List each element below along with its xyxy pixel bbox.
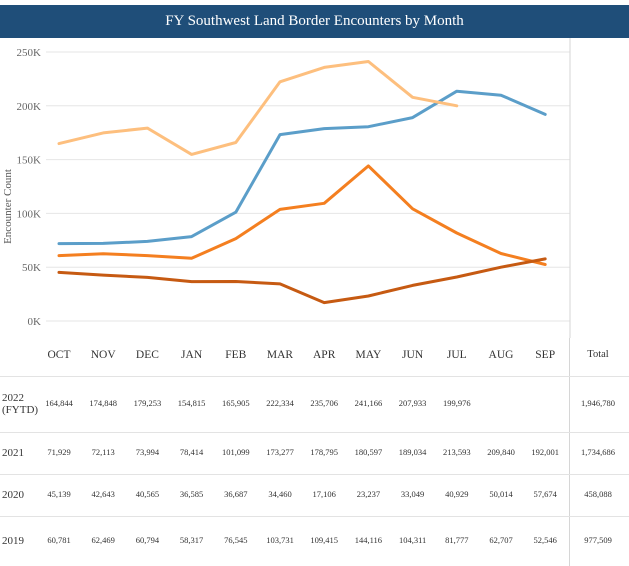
table-cell: 213,593	[442, 447, 471, 457]
row-label-year: 2021	[2, 447, 24, 459]
table-cell: 60,794	[135, 535, 160, 545]
chart-title: FY Southwest Land Border Encounters by M…	[0, 5, 629, 38]
row-divider	[0, 474, 629, 475]
month-header: APR	[313, 349, 336, 361]
table-cell: 42,643	[91, 489, 115, 499]
row-label-qualifier: (FYTD)	[2, 404, 39, 416]
table-cell: 40,929	[445, 489, 469, 499]
y-axis-title: Encounter Count	[2, 169, 14, 244]
table-cell: 81,777	[445, 535, 469, 545]
row-total: 458,088	[584, 489, 612, 499]
table-cell: 207,933	[398, 398, 427, 408]
month-header: AUG	[488, 349, 514, 361]
table-cell: 165,905	[221, 398, 250, 408]
table-cell: 235,706	[310, 398, 338, 408]
series-line-2022	[57, 60, 459, 156]
month-header: SEP	[535, 349, 556, 361]
table-cell: 222,334	[266, 398, 294, 408]
table-cell: 36,687	[224, 489, 248, 499]
table-cell: 101,099	[221, 447, 250, 457]
chart-plot: 0K 50K 100K 150K 200K 250K Encounter Count	[2, 38, 571, 338]
line-chart: 0K 50K 100K 150K 200K 250K Encounter Count	[0, 38, 629, 338]
row-total: 1,946,780	[581, 398, 615, 408]
row-divider	[0, 376, 629, 377]
table-cell: 180,597	[354, 447, 383, 457]
month-header: DEC	[135, 349, 159, 361]
month-header: MAR	[266, 349, 294, 361]
table-cell: 17,106	[312, 489, 336, 499]
table-cell: 179,253	[133, 398, 162, 408]
month-header: FEB	[225, 349, 247, 361]
row-label-year: 2022	[2, 392, 24, 404]
table-cell: 78,414	[179, 447, 204, 457]
data-table: OCT NOV DEC JAN FEB MAR APR MAY JUN JUL AUG SEP Tota…	[0, 338, 629, 566]
y-tick-label: 100K	[17, 208, 42, 220]
row-label-year: 2019	[2, 535, 24, 547]
table-cell: 36,585	[179, 489, 204, 499]
table-cell: 72,113	[91, 447, 115, 457]
table-cell: 199,976	[442, 398, 471, 408]
table-cell: 62,707	[489, 535, 513, 545]
table-cell: 109,415	[310, 535, 338, 545]
row-total: 977,509	[584, 535, 612, 545]
table-cell: 103,731	[266, 535, 294, 545]
table-cell: 57,674	[533, 489, 557, 499]
table-cell: 174,848	[89, 398, 117, 408]
table-cell: 40,565	[135, 489, 160, 499]
month-header: NOV	[90, 349, 116, 361]
row-label-2022: 2022 (FYTD)	[2, 392, 38, 416]
y-tick-label: 150K	[17, 155, 42, 167]
row-divider	[0, 516, 629, 517]
y-tick-label: 50K	[22, 262, 41, 274]
month-header: JUN	[402, 349, 424, 361]
table-cell: 192,001	[531, 447, 559, 457]
table-cell: 76,545	[224, 535, 248, 545]
row-label-2019: 2019	[2, 535, 24, 547]
table-cell: 52,546	[533, 535, 557, 545]
table-cell: 60,781	[47, 535, 71, 545]
table-cell: 58,317	[179, 535, 204, 545]
table-cell: 144,116	[354, 535, 383, 545]
month-header: OCT	[47, 349, 71, 361]
month-header: JUL	[446, 349, 467, 361]
row-label-year: 2020	[2, 489, 24, 501]
table-cell: 73,994	[135, 447, 160, 457]
series-line-2019	[57, 164, 547, 266]
row-label-2021: 2021	[2, 447, 24, 459]
table-cell: 189,034	[398, 447, 427, 457]
month-header: MAY	[355, 349, 382, 361]
table-cell: 164,844	[45, 398, 73, 408]
table-cell: 71,929	[47, 447, 71, 457]
series-line-2020	[57, 257, 547, 305]
table-cell: 33,049	[400, 489, 425, 499]
row-label-2020: 2020	[2, 489, 24, 501]
total-header: Total	[587, 349, 609, 360]
table-cell: 104,311	[398, 535, 427, 545]
table-cell: 50,014	[489, 489, 513, 499]
table-cell: 241,166	[354, 398, 383, 408]
y-tick-label: 250K	[17, 47, 42, 59]
table-cell: 62,469	[91, 535, 115, 545]
total-divider	[569, 338, 570, 566]
table-cell: 34,460	[268, 489, 292, 499]
table-cell: 178,795	[310, 447, 338, 457]
series-line-2021	[57, 89, 547, 246]
y-tick-label: 0K	[28, 316, 42, 328]
month-header: JAN	[181, 349, 203, 361]
table-cell: 45,139	[47, 489, 71, 499]
y-tick-label: 200K	[17, 101, 42, 113]
row-total: 1,734,686	[581, 447, 615, 457]
table-cell: 209,840	[487, 447, 515, 457]
row-divider	[0, 432, 629, 433]
table-cell: 23,237	[356, 489, 381, 499]
table-cell: 173,277	[266, 447, 294, 457]
table-cell: 154,815	[177, 398, 206, 408]
